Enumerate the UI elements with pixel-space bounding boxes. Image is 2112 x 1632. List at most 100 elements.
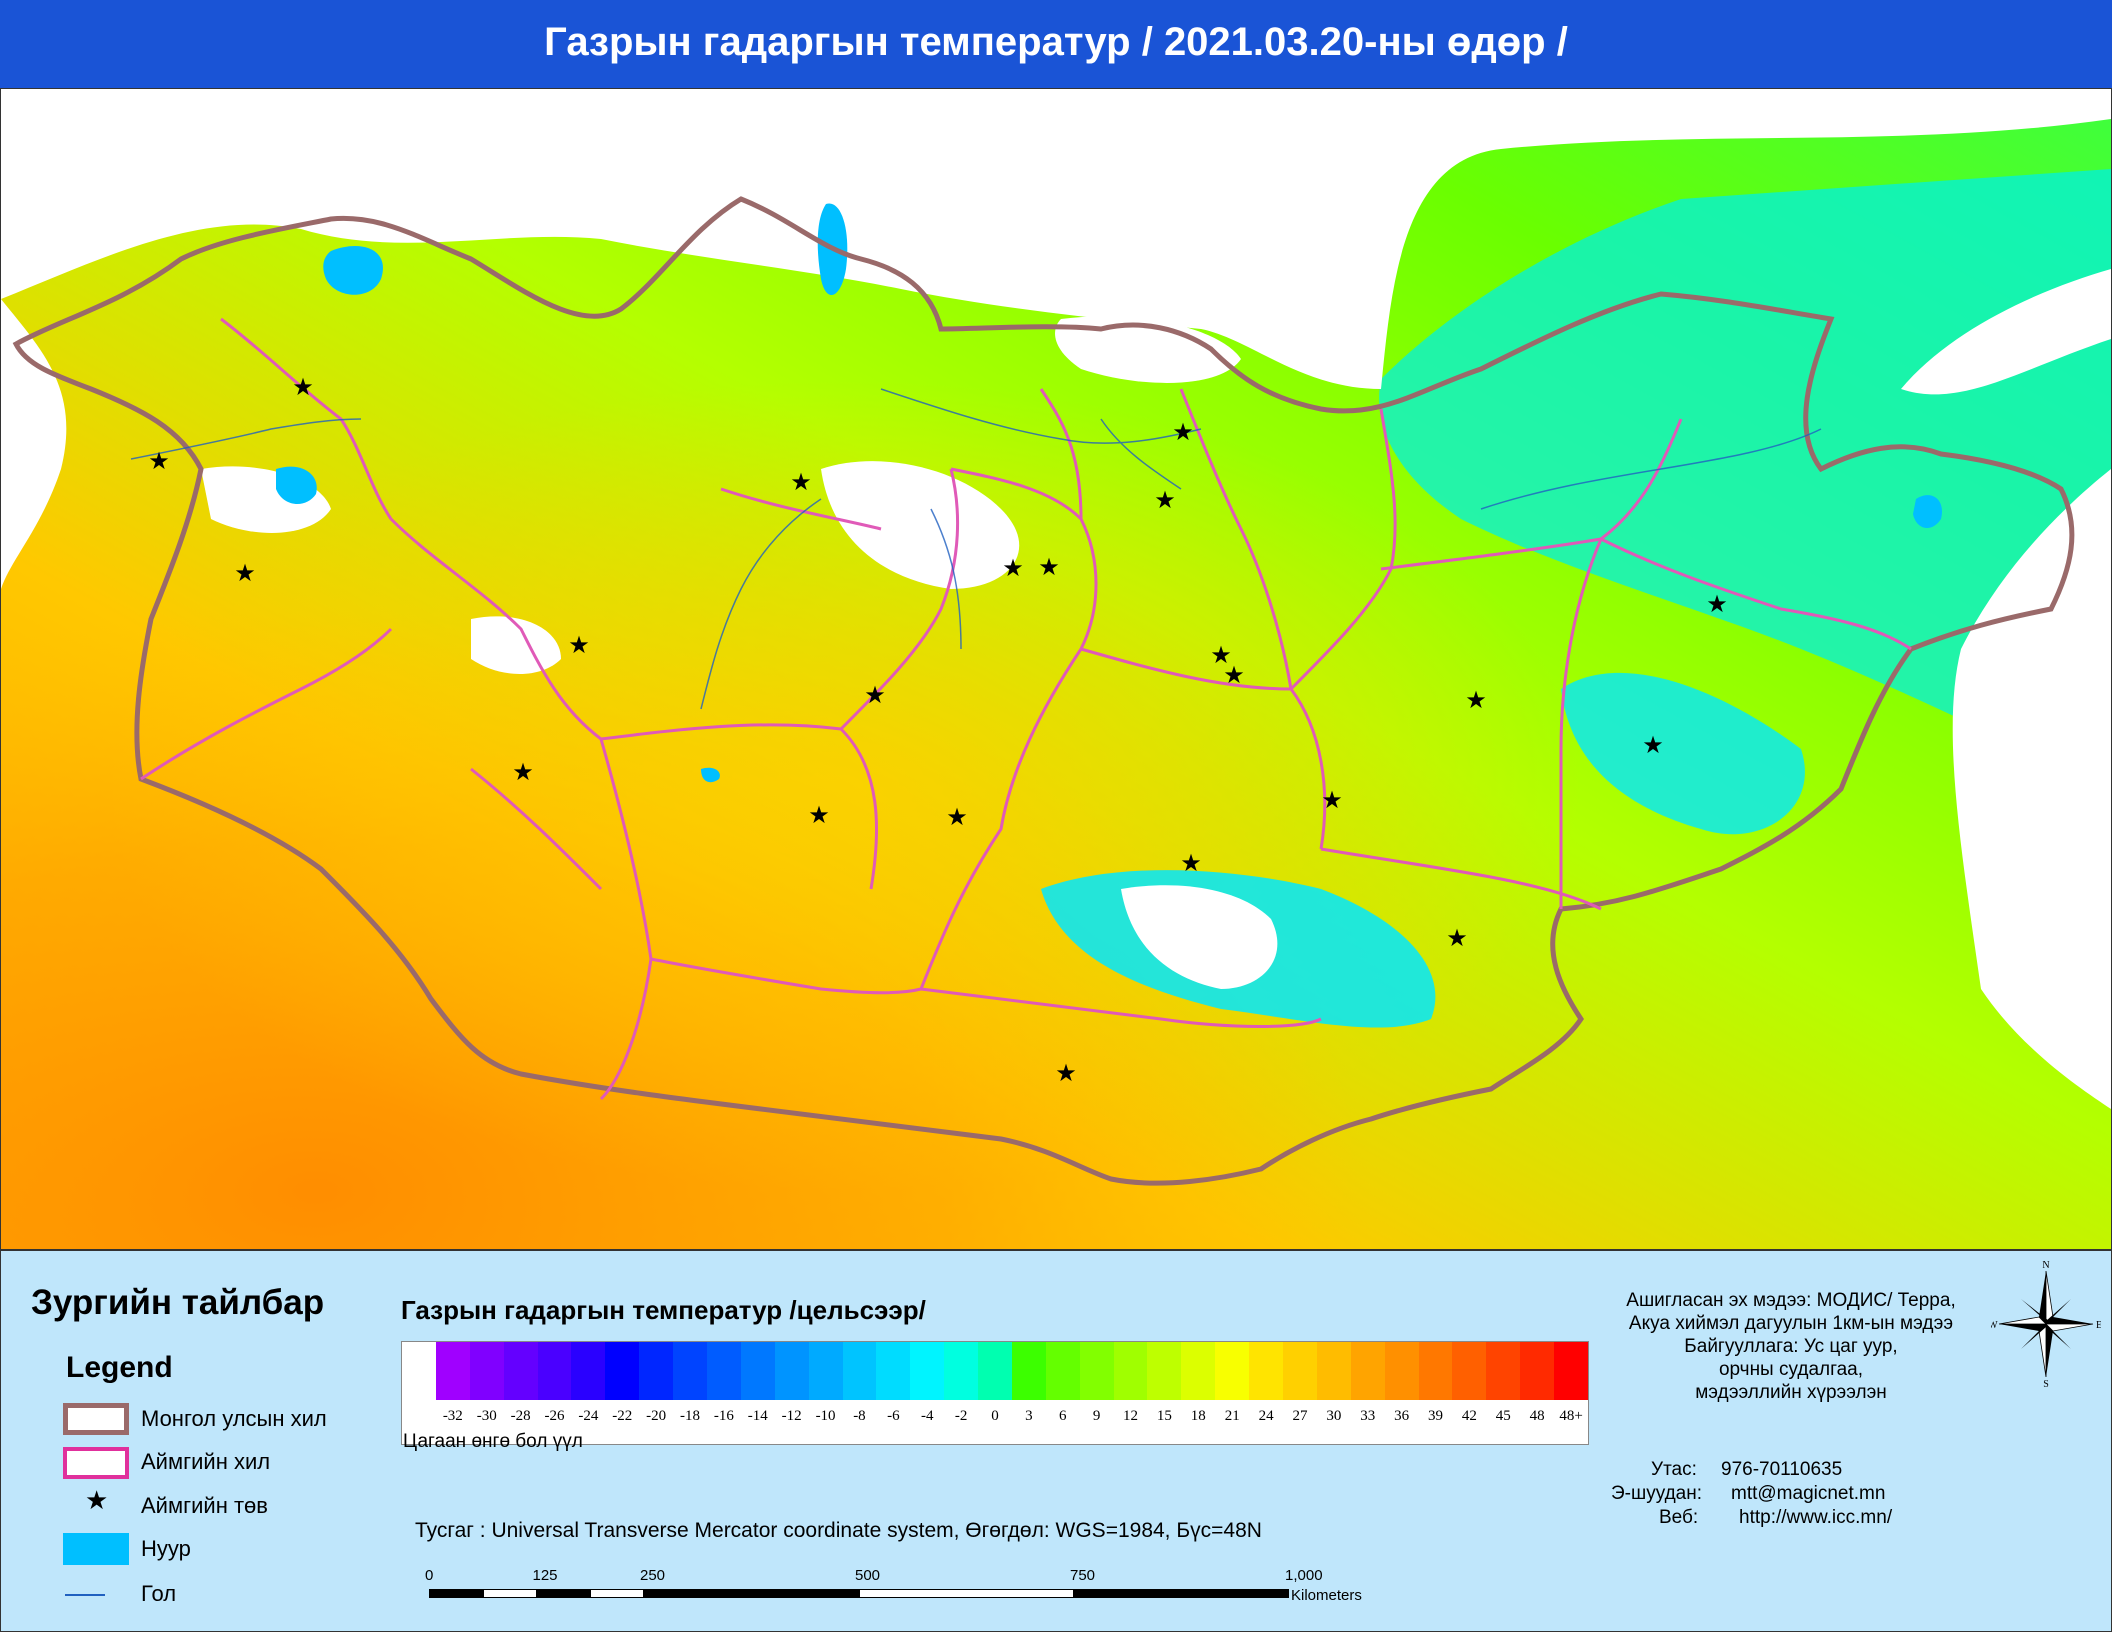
- source-line: Ашигласан эх мэдээ: МОДИС/ Терра,: [1626, 1290, 1956, 1311]
- color-swatch: [876, 1342, 911, 1400]
- color-swatch: [1011, 1342, 1047, 1400]
- color-swatch: [1486, 1342, 1521, 1400]
- star-icon: ★: [85, 1485, 109, 1515]
- color-swatch: [639, 1342, 674, 1400]
- province-center-star-icon[interactable]: ★: [1002, 555, 1024, 582]
- compass-n: N: [2042, 1260, 2049, 1271]
- color-scale-ticks: -32 -30 -28 -26 -24 -22 -20 -18 -16 -14 -12 -10 -8 -6…: [402, 1400, 1588, 1444]
- email-value[interactable]: mtt@magicnet.mn: [1731, 1483, 1886, 1504]
- cold-zone-east: [1561, 672, 1805, 835]
- province-center-star-icon[interactable]: ★: [148, 448, 170, 475]
- province-borders: [140, 317, 1912, 1101]
- color-swatch: [1452, 1342, 1487, 1400]
- color-scale-tick-label: 15: [1156, 1408, 1172, 1424]
- province-center-star-icon[interactable]: ★: [1642, 732, 1664, 759]
- color-scale-title: Газрын гадаргын температур /цельсээр/: [401, 1295, 926, 1325]
- color-scale-tick-label: -32: [442, 1408, 463, 1424]
- province-center-star-icon[interactable]: ★: [1172, 419, 1194, 446]
- province-center-star-icon[interactable]: ★: [790, 469, 812, 496]
- color-swatch: [910, 1342, 945, 1400]
- cloud-north: [1, 89, 2111, 389]
- color-scale-tick-label: -20: [646, 1408, 667, 1424]
- lake-swatch: [63, 1533, 129, 1565]
- phone-value: 976-70110635: [1721, 1459, 1843, 1480]
- color-scale-tick-label: 12: [1123, 1408, 1139, 1424]
- legend-label-province-center: Аймгийн төв: [141, 1493, 268, 1518]
- compass-rose-icon: N S W E: [1988, 1259, 2102, 1390]
- province-center-star-icon[interactable]: ★: [1446, 925, 1468, 952]
- color-swatch: [842, 1342, 877, 1400]
- scale-bar-segment: [429, 1589, 483, 1598]
- province-center-star-icon[interactable]: ★: [512, 759, 534, 786]
- province-center-star-icon[interactable]: ★: [1223, 662, 1245, 689]
- color-swatch: [571, 1342, 606, 1400]
- color-swatch: [944, 1342, 979, 1400]
- map-area[interactable]: ★ ★ ★ ★ ★ ★ ★ ★ ★ ★ ★ ★ ★ ★ ★ ★ ★ ★ ★ ★ ★ ★: [0, 88, 2112, 1250]
- color-scale-tick-label: 39: [1428, 1408, 1443, 1424]
- color-swatch: [774, 1342, 810, 1400]
- source-line: орчны судалгаа,: [1718, 1359, 1864, 1380]
- web-link[interactable]: http://www.icc.mn/: [1739, 1507, 1893, 1528]
- province-center-star-icon[interactable]: ★: [808, 802, 830, 829]
- color-scale-tick-label: -16: [713, 1408, 734, 1424]
- scale-bar-tick-label: 750: [1070, 1567, 1096, 1584]
- temperature-map[interactable]: ★★★★★★★★★★★★★★★★★★★★★★: [1, 89, 2111, 1249]
- river-swatch: [65, 1594, 105, 1596]
- province-center-star-icon[interactable]: ★: [864, 682, 886, 709]
- lake-khar-us: [276, 466, 317, 505]
- color-scale-tick-label: -6: [887, 1408, 900, 1424]
- color-swatch: [673, 1342, 708, 1400]
- color-scale-tick-label: -4: [920, 1408, 934, 1424]
- compass-w: W: [1991, 1320, 1998, 1331]
- province-center-star-icon[interactable]: ★: [1465, 687, 1487, 714]
- province-center-star-icon[interactable]: ★: [1180, 850, 1202, 877]
- color-scale-tick-label: 9: [1092, 1408, 1101, 1424]
- legend-label-province-border: Аймгийн хил: [141, 1449, 271, 1474]
- province-center-star-icon[interactable]: ★: [946, 804, 968, 831]
- province-center-star-icon[interactable]: ★: [568, 632, 590, 659]
- title-bar: Газрын гадаргын температур / 2021.03.20-…: [0, 0, 2112, 88]
- legend-label-lake: Нуур: [141, 1536, 191, 1561]
- projection-info: Тусгаг : Universal Transverse Mercator c…: [415, 1519, 1262, 1542]
- province-center-star-icon[interactable]: ★: [1038, 554, 1060, 581]
- color-swatch: [1045, 1342, 1081, 1400]
- color-swatch: [469, 1342, 505, 1400]
- color-swatch: [1249, 1342, 1284, 1400]
- color-scale-tick-label: -12: [781, 1408, 802, 1424]
- scale-bar: 0 125 250 500 750 1,000 Kilometers: [425, 1563, 1362, 1623]
- web-label: Веб:: [1659, 1507, 1699, 1528]
- province-center-star-icon[interactable]: ★: [1706, 591, 1728, 618]
- legend-panel: Зургийн тайлбар Legend Монгол улсын хил …: [0, 1250, 2112, 1632]
- cloud-central-band: [821, 461, 1020, 589]
- color-scale-tick-label: -18: [680, 1408, 701, 1424]
- scale-bar-segment: [482, 1589, 537, 1598]
- color-swatch: [1181, 1342, 1216, 1400]
- legend-subheading: Legend: [66, 1351, 173, 1384]
- rivers: [130, 388, 1822, 710]
- compass-e: E: [2096, 1320, 2101, 1331]
- color-swatch: [706, 1342, 742, 1400]
- color-swatch: [503, 1342, 539, 1400]
- province-center-star-icon[interactable]: ★: [1210, 642, 1232, 669]
- cloud-south-central: [1121, 885, 1278, 989]
- scale-bar-tick-label: 250: [640, 1567, 666, 1584]
- province-center-star-icon[interactable]: ★: [1321, 787, 1343, 814]
- color-swatch: [1215, 1342, 1250, 1400]
- province-center-star-icon[interactable]: ★: [1055, 1060, 1077, 1087]
- scale-bar-tick-label: 0: [425, 1567, 434, 1584]
- national-border-swatch: [63, 1403, 129, 1435]
- color-swatch: [1316, 1342, 1352, 1400]
- color-swatch: [605, 1342, 640, 1400]
- color-swatch: [537, 1342, 572, 1400]
- scale-bar-unit: Kilometers: [1291, 1587, 1362, 1604]
- province-center-star-icon[interactable]: ★: [292, 374, 314, 401]
- color-scale-tick-label: 3: [1025, 1408, 1033, 1424]
- compass-s: S: [2043, 1379, 2049, 1389]
- color-swatch: [1079, 1342, 1115, 1400]
- color-swatch: [1283, 1342, 1318, 1400]
- color-scale-tick-label: 27: [1292, 1408, 1308, 1424]
- legend-label-national-border: Монгол улсын хил: [141, 1406, 327, 1431]
- province-center-star-icon[interactable]: ★: [234, 560, 256, 587]
- cloud-far-east: [1952, 469, 2111, 1109]
- province-center-star-icon[interactable]: ★: [1154, 487, 1176, 514]
